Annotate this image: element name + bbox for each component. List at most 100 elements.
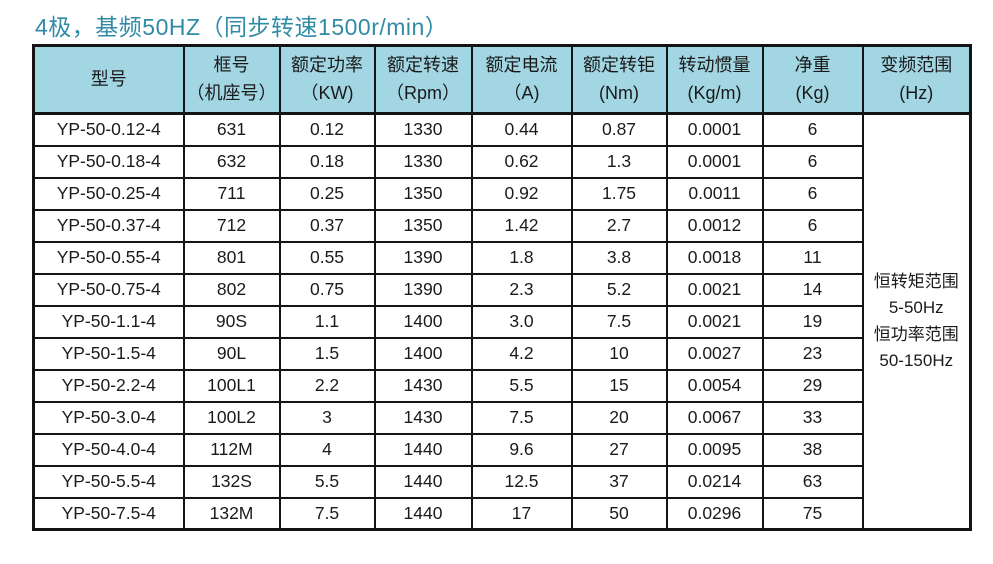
table-cell: 10	[570, 336, 668, 371]
table-cell: 6	[761, 176, 864, 211]
motor-spec-table: 型号 框号 （机座号） 额定功率 （KW) 额定转速 （Rpm） 额定电流 （A) 额定…	[32, 44, 972, 531]
table-cell: 4.2	[470, 336, 573, 371]
table-cell: 0.0021	[665, 272, 764, 307]
table-cell: 0.0027	[665, 336, 764, 371]
table-row: YP-50-2.2-4 100L1 2.2 1430 5.5 15 0.0054 29	[32, 368, 971, 403]
table-row: YP-50-0.55-4 801 0.55 1390 1.8 3.8 0.0018 11	[32, 240, 971, 275]
table-cell: 1440	[373, 432, 473, 467]
table-cell: 19	[761, 304, 864, 339]
table-cell: YP-50-4.0-4	[32, 432, 185, 467]
table-cell: 1.1	[278, 304, 376, 339]
table-cell: 1350	[373, 208, 473, 243]
table-cell: 4	[278, 432, 376, 467]
table-cell: 0.0095	[665, 432, 764, 467]
table-cell: 63	[761, 464, 864, 499]
table-cell: 1330	[373, 112, 473, 147]
table-cell: 5.5	[278, 464, 376, 499]
table-cell: 1.3	[570, 144, 668, 179]
table-cell: 0.0011	[665, 176, 764, 211]
table-cell: 7.5	[470, 400, 573, 435]
table-cell: 15	[570, 368, 668, 403]
table-cell: 1430	[373, 400, 473, 435]
table-cell: 112M	[182, 432, 281, 467]
table-cell: 33	[761, 400, 864, 435]
table-cell: 0.37	[278, 208, 376, 243]
table-cell: 2.2	[278, 368, 376, 403]
page-title: 4极，基频50HZ（同步转速1500r/min）	[35, 14, 449, 40]
table-row: YP-50-1.1-4 90S 1.1 1400 3.0 7.5 0.0021 19	[32, 304, 971, 339]
table-cell: YP-50-1.5-4	[32, 336, 185, 371]
table-cell: 5.2	[570, 272, 668, 307]
table-cell: 9.6	[470, 432, 573, 467]
table-cell: YP-50-7.5-4	[32, 496, 185, 531]
table-cell: 712	[182, 208, 281, 243]
frequency-range-line: 恒功率范围	[873, 324, 959, 344]
table-cell: 17	[470, 496, 573, 531]
table-cell: 3	[278, 400, 376, 435]
table-cell: 1440	[373, 496, 473, 531]
table-cell: 1.5	[278, 336, 376, 371]
table-row: YP-50-7.5-4 132M 7.5 1440 17 50 0.0296 75	[32, 496, 971, 531]
table-cell: 1330	[373, 144, 473, 179]
table-cell: 0.44	[470, 112, 573, 147]
table-cell: 7.5	[570, 304, 668, 339]
table-cell: 0.0001	[665, 144, 764, 179]
table-cell: 5.5	[470, 368, 573, 403]
table-cell: 6	[761, 112, 864, 147]
table-cell: 100L2	[182, 400, 281, 435]
table-row: YP-50-4.0-4 112M 4 1440 9.6 27 0.0095 38	[32, 432, 971, 467]
table-cell: 100L1	[182, 368, 281, 403]
frequency-range-line: 恒转矩范围	[873, 271, 959, 291]
table-row: YP-50-0.12-4 631 0.12 1330 0.44 0.87 0.0001 6 恒转…	[32, 112, 972, 531]
col-header-inertia: 转动惯量 (Kg/m)	[665, 44, 764, 115]
table-cell: YP-50-0.18-4	[32, 144, 185, 179]
table-cell: YP-50-0.55-4	[32, 240, 185, 275]
col-header-frame: 框号 （机座号）	[182, 44, 281, 115]
table-cell: 1.42	[470, 208, 573, 243]
table-body: YP-50-0.12-4 631 0.12 1330 0.44 0.87 0.0001 6 恒转…	[32, 112, 972, 531]
col-header-rated-power: 额定功率 （KW)	[278, 44, 376, 115]
col-header-model: 型号	[32, 44, 185, 115]
table-cell: 132M	[182, 496, 281, 531]
table-cell: 3.8	[570, 240, 668, 275]
col-header-rated-current: 额定电流 （A)	[470, 44, 573, 115]
table-cell: 6	[761, 144, 864, 179]
table-cell: 132S	[182, 464, 281, 499]
table-cell: 1400	[373, 336, 473, 371]
table-cell: 632	[182, 144, 281, 179]
table-cell: YP-50-0.12-4	[32, 112, 185, 147]
table-cell: 0.12	[278, 112, 376, 147]
table-cell: 2.7	[570, 208, 668, 243]
table-cell: YP-50-1.1-4	[32, 304, 185, 339]
table-cell: 37	[570, 464, 668, 499]
table-row: YP-50-0.37-4 712 0.37 1350 1.42 2.7 0.0012 6	[32, 208, 971, 243]
table-cell: 0.62	[470, 144, 573, 179]
table-cell: 711	[182, 176, 281, 211]
table-cell: 0.25	[278, 176, 376, 211]
table-row: YP-50-3.0-4 100L2 3 1430 7.5 20 0.0067 33	[32, 400, 971, 435]
table-cell: 1390	[373, 272, 473, 307]
table-row: YP-50-1.5-4 90L 1.5 1400 4.2 10 0.0027 23	[32, 336, 971, 371]
table-cell: 0.87	[570, 112, 668, 147]
table-cell: 0.0021	[665, 304, 764, 339]
table-cell: 802	[182, 272, 281, 307]
table-cell: 14	[761, 272, 864, 307]
table-cell: YP-50-0.25-4	[32, 176, 185, 211]
table-cell: 6	[761, 208, 864, 243]
table-row: YP-50-0.75-4 802 0.75 1390 2.3 5.2 0.0021 14	[32, 272, 971, 307]
table-cell: 2.3	[470, 272, 573, 307]
table-cell: 801	[182, 240, 281, 275]
table-cell: 0.18	[278, 144, 376, 179]
table-cell: YP-50-0.75-4	[32, 272, 185, 307]
table-cell: 1400	[373, 304, 473, 339]
table-cell: 11	[761, 240, 864, 275]
table-cell: 29	[761, 368, 864, 403]
table-cell: 90L	[182, 336, 281, 371]
table-cell: YP-50-3.0-4	[32, 400, 185, 435]
table-cell: 1.8	[470, 240, 573, 275]
table-cell: 27	[570, 432, 668, 467]
table-row: YP-50-5.5-4 132S 5.5 1440 12.5 37 0.0214 63	[32, 464, 971, 499]
table-cell: 0.0067	[665, 400, 764, 435]
table-cell: 1.75	[570, 176, 668, 211]
